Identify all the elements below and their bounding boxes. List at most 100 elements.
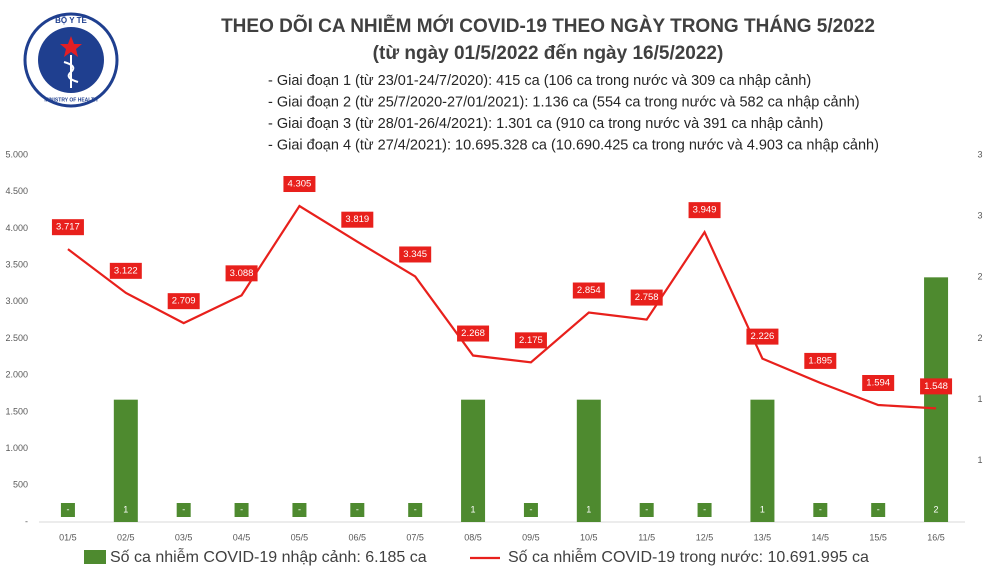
bar-label-box: [118, 503, 133, 517]
y-tick-label: 2.000: [5, 370, 28, 380]
data-label: 3.819: [345, 214, 369, 225]
data-label-box: [399, 246, 432, 263]
bar-label-box: [60, 503, 75, 517]
annotation: - Giai đoạn 4 (từ 27/4/2021): 10.695.328…: [268, 137, 879, 153]
data-label-box: [225, 265, 258, 282]
data-label-box: [630, 289, 663, 306]
y-tick-label: 4.000: [5, 223, 28, 233]
bar-label: -: [877, 504, 880, 514]
y2-tick-label: 2: [977, 333, 982, 343]
x-tick-label: 11/5: [638, 532, 655, 542]
y-tick-label: 500: [13, 480, 28, 490]
data-label: 1.594: [866, 378, 890, 389]
data-label-box: [572, 282, 605, 299]
x-tick-label: 13/5: [754, 532, 772, 542]
bar-label-box: [813, 503, 828, 517]
x-tick-label: 14/5: [812, 532, 830, 542]
bar: [461, 399, 486, 522]
bar-label: 1: [586, 504, 591, 514]
chart-subtitle: (từ ngày 01/5/2022 đến ngày 16/5/2022): [373, 43, 724, 64]
x-tick-label: 10/5: [580, 532, 598, 542]
bar-label-box: [929, 503, 944, 517]
y2-tick-label: 1: [977, 394, 982, 404]
chart-title: THEO DÕI CA NHIỄM MỚI COVID-19 THEO NGÀY…: [221, 15, 875, 37]
x-tick-label: 07/5: [406, 532, 424, 542]
data-label-box: [51, 219, 84, 236]
bar-label-box: [697, 503, 712, 517]
y-tick-label: 1.000: [5, 443, 28, 453]
logo-top-text: BỘ Y TẾ: [55, 15, 87, 25]
bar-label: -: [182, 504, 185, 514]
y2-tick-label: 2: [977, 272, 982, 282]
y2-tick-label: 3: [977, 149, 982, 159]
bar-label-box: [234, 503, 249, 517]
bar-label-box: [466, 503, 481, 517]
x-tick-label: 09/5: [522, 532, 540, 542]
x-tick-label: 15/5: [869, 532, 887, 542]
x-tick-label: 04/5: [233, 532, 251, 542]
y2-tick-label: 1: [977, 455, 982, 465]
bar-label: 1: [123, 504, 128, 514]
bar-label: -: [66, 504, 69, 514]
data-label: 2.226: [751, 331, 775, 342]
bar-label-box: [639, 503, 654, 517]
data-label-box: [283, 176, 316, 193]
annotation: - Giai đoạn 3 (từ 28/01-26/4/2021): 1.30…: [268, 116, 823, 132]
annotation: - Giai đoạn 1 (từ 23/01-24/7/2020): 415 …: [268, 73, 811, 89]
logo: BỘ Y TẾ MINISTRY OF HEALTH: [23, 12, 119, 108]
bar-label: -: [356, 504, 359, 514]
bar-label-box: [350, 503, 365, 517]
y2-tick-label: 3: [977, 211, 982, 221]
legend-label: Số ca nhiễm COVID-19 nhập cảnh: 6.185 ca: [110, 547, 427, 566]
y-tick-label: 3.500: [5, 259, 28, 269]
x-tick-label: 16/5: [927, 532, 945, 542]
x-tick-label: 06/5: [349, 532, 367, 542]
y-tick-label: 5.000: [5, 149, 28, 159]
legend-label: Số ca nhiễm COVID-19 trong nước: 10.691.…: [508, 547, 869, 566]
bar-label: 2: [934, 504, 939, 514]
bar-label-box: [581, 503, 596, 517]
data-label-box: [804, 352, 837, 369]
x-tick-label: 12/5: [696, 532, 714, 542]
x-tick-label: 03/5: [175, 532, 193, 542]
data-label: 4.305: [288, 179, 312, 190]
data-label: 3.949: [693, 205, 717, 216]
bar-label: 1: [760, 504, 765, 514]
bar-label: -: [529, 504, 532, 514]
y-tick-label: 1.500: [5, 406, 28, 416]
y-tick-label: 3.000: [5, 296, 28, 306]
data-label-box: [746, 328, 779, 345]
bar: [113, 399, 138, 522]
bar-label-box: [176, 503, 191, 517]
x-tick-label: 08/5: [464, 532, 482, 542]
data-label: 2.758: [635, 292, 659, 303]
y-tick-label: 2.500: [5, 333, 28, 343]
bar-label-box: [292, 503, 307, 517]
data-label-box: [688, 202, 721, 219]
bar-label: -: [240, 504, 243, 514]
y-tick-label: 4.500: [5, 186, 28, 196]
bar: [750, 399, 775, 522]
data-label: 2.709: [172, 296, 196, 307]
data-label-box: [109, 262, 142, 279]
data-label: 1.895: [808, 355, 832, 366]
data-label: 2.268: [461, 328, 485, 339]
logo-bottom-text: MINISTRY OF HEALTH: [44, 97, 98, 103]
data-label-box: [341, 211, 374, 228]
data-label: 3.345: [403, 249, 427, 260]
data-label-box: [514, 332, 547, 349]
x-tick-label: 01/5: [59, 532, 77, 542]
data-label: 3.088: [230, 268, 254, 279]
bar-label-box: [755, 503, 770, 517]
bar: [924, 277, 949, 522]
data-label-box: [457, 325, 490, 342]
x-tick-label: 05/5: [291, 532, 309, 542]
line: [67, 204, 937, 410]
data-label-box: [920, 378, 953, 395]
bar-label-box: [523, 503, 538, 517]
data-label: 3.122: [114, 265, 138, 276]
bar-label: -: [298, 504, 301, 514]
bar-label: -: [703, 504, 706, 514]
y-tick-label: -: [25, 516, 28, 526]
